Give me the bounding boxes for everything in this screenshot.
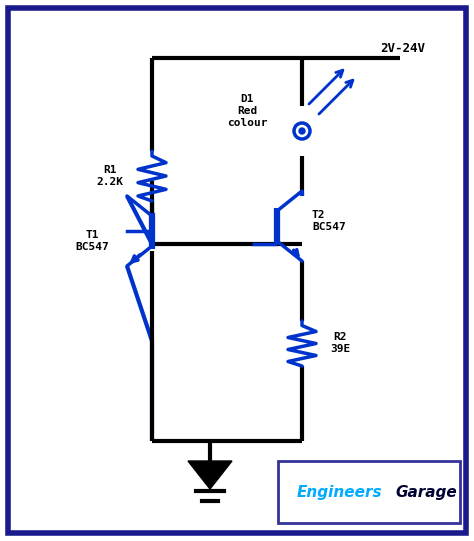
- Text: R2
39E: R2 39E: [330, 332, 350, 354]
- Polygon shape: [188, 461, 232, 489]
- Text: 2V-24V: 2V-24V: [380, 42, 425, 55]
- Bar: [278, 461, 460, 523]
- Circle shape: [299, 128, 305, 134]
- Text: Engineers: Engineers: [297, 485, 383, 499]
- Text: T2
BC547: T2 BC547: [312, 210, 346, 232]
- Text: R1
2.2K: R1 2.2K: [97, 165, 124, 187]
- Text: Garage: Garage: [395, 485, 457, 499]
- Text: D1
Red
colour: D1 Red colour: [227, 94, 267, 128]
- Text: T1
BC547: T1 BC547: [75, 230, 109, 252]
